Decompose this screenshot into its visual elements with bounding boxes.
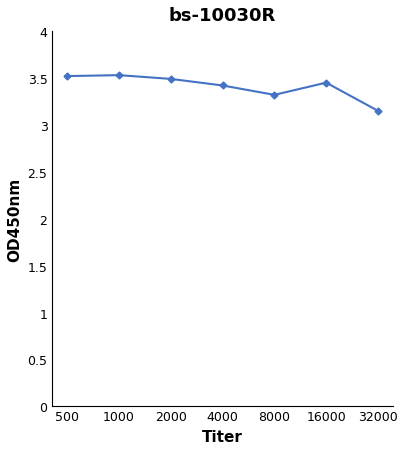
X-axis label: Titer: Titer <box>202 429 243 444</box>
Title: bs-10030R: bs-10030R <box>168 7 275 25</box>
Y-axis label: OD450nm: OD450nm <box>7 177 22 261</box>
